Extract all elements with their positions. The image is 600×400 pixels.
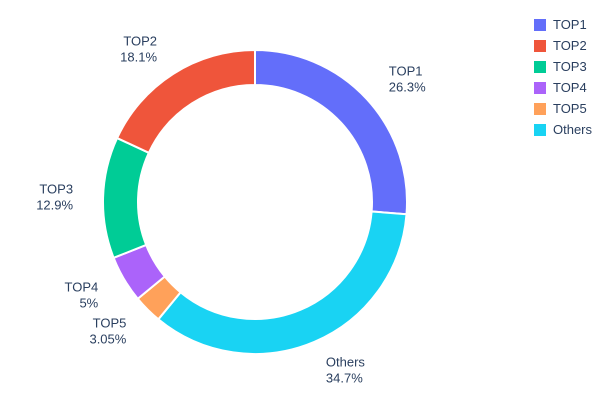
legend-swatch-top3 (533, 61, 546, 73)
slice-label-others: Others 34.7% (326, 355, 366, 386)
legend-label: Others (552, 122, 592, 137)
legend-item-others[interactable]: Others (532, 121, 594, 139)
slice-label-top4: TOP4 5% (65, 279, 99, 310)
slice-others[interactable] (156, 210, 408, 355)
slice-top1[interactable] (254, 48, 408, 216)
slice-label-top3: TOP3 12.9% (36, 182, 73, 213)
slice-label-top2: TOP2 18.1% (120, 34, 157, 65)
legend-label: TOP1 (552, 17, 587, 32)
legend-swatch-top1 (533, 19, 546, 31)
legend-label: TOP4 (552, 80, 587, 95)
legend-item-top1[interactable]: TOP1 (532, 16, 594, 34)
legend-item-top2[interactable]: TOP2 (532, 37, 594, 55)
slice-top3[interactable] (102, 136, 151, 260)
legend: TOP1 TOP2 TOP3 TOP4 TOP5 Others (532, 16, 594, 139)
legend-label: TOP3 (552, 59, 587, 74)
legend-swatch-top2 (533, 40, 546, 52)
legend-label: TOP2 (552, 38, 587, 53)
legend-label: TOP5 (552, 101, 587, 116)
donut-chart: TOP1 26.3% Others 34.7% TOP5 3.05% TOP4 5% TOP3 1… (36, 34, 426, 386)
slice-label-top5: TOP5 3.05% (89, 316, 126, 347)
legend-item-top3[interactable]: TOP3 (532, 58, 594, 76)
legend-item-top5[interactable]: TOP5 (532, 100, 594, 118)
legend-item-top4[interactable]: TOP4 (532, 79, 594, 97)
legend-swatch-top5 (533, 103, 546, 115)
slice-top2[interactable] (115, 48, 256, 155)
legend-swatch-others (533, 124, 546, 136)
slice-label-top1: TOP1 26.3% (389, 64, 426, 95)
legend-swatch-top4 (533, 82, 546, 94)
